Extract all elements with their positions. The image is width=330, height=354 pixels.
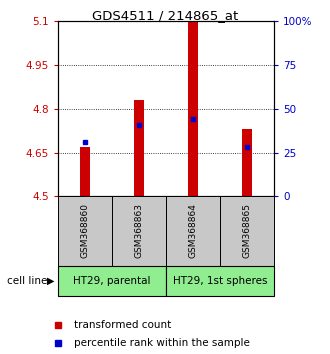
- Bar: [220, 196, 274, 266]
- Bar: [242, 129, 252, 196]
- Text: GSM368864: GSM368864: [188, 204, 197, 258]
- Bar: [188, 21, 198, 196]
- Text: GSM368865: GSM368865: [242, 204, 251, 258]
- Bar: [166, 196, 220, 266]
- Text: HT29, 1st spheres: HT29, 1st spheres: [173, 275, 267, 286]
- Text: cell line: cell line: [7, 275, 47, 286]
- Text: GSM368860: GSM368860: [80, 204, 89, 258]
- Bar: [58, 266, 166, 296]
- Text: GDS4511 / 214865_at: GDS4511 / 214865_at: [92, 9, 238, 22]
- Text: ▶: ▶: [48, 275, 55, 286]
- Bar: [80, 147, 90, 196]
- Text: percentile rank within the sample: percentile rank within the sample: [74, 338, 250, 348]
- Text: GSM368863: GSM368863: [134, 204, 143, 258]
- Bar: [112, 196, 166, 266]
- Bar: [58, 196, 112, 266]
- Text: HT29, parental: HT29, parental: [73, 275, 150, 286]
- Text: transformed count: transformed count: [74, 320, 171, 330]
- Bar: [134, 100, 144, 196]
- Bar: [166, 266, 274, 296]
